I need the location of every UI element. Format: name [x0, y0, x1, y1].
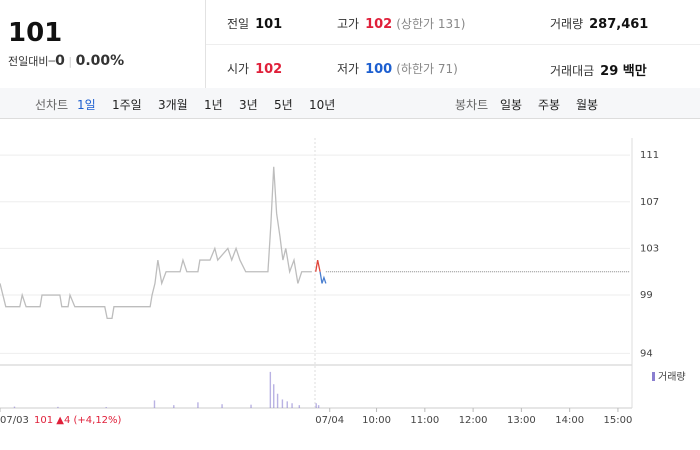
- stat-value: 102: [365, 17, 393, 32]
- stat: 거래대금 29 백만: [550, 60, 647, 79]
- stat-value: 101: [255, 17, 283, 32]
- stat-label: 고가: [337, 17, 360, 31]
- stat-label: 거래량: [550, 17, 584, 31]
- stat-label: 저가: [337, 62, 360, 76]
- volume-bar: [173, 405, 175, 408]
- stat-value: 102: [255, 62, 283, 77]
- tab[interactable]: 3년: [239, 98, 258, 112]
- volume-bar: [317, 405, 320, 408]
- change: 전일대비━0 | 0.00%: [8, 53, 125, 69]
- tab-bar: 선차트 봉차트 1일 1주일 3개월 1년 3년 5년 10년 일봉 주봉 월봉: [0, 88, 700, 119]
- tab[interactable]: 3개월: [158, 98, 188, 112]
- stat: 시가 102: [227, 60, 282, 77]
- price-box: 101 전일대비━0 | 0.00%: [0, 0, 206, 88]
- volume-bar: [298, 405, 301, 408]
- stat-note: (하한가 71): [396, 62, 458, 76]
- divider: [206, 44, 700, 45]
- annotation: 101 ▲4 (+4,12%): [34, 415, 122, 426]
- x-tick-label: 12:00: [459, 415, 488, 426]
- y-tick-label: 107: [640, 197, 659, 208]
- price-line: [315, 259, 321, 272]
- stat: 고가 102 (상한가 131): [337, 15, 465, 32]
- x-tick-label: 15:00: [604, 415, 633, 426]
- header: 101 전일대비━0 | 0.00% 전일 101 고가 102 (상한가 131) …: [0, 0, 700, 89]
- volume-bar: [57, 406, 59, 408]
- tab[interactable]: 10년: [309, 98, 336, 112]
- x-tick-label: 07/04: [315, 415, 344, 426]
- volume-bar: [281, 399, 284, 408]
- price-line: [319, 271, 327, 284]
- volume-bar: [286, 401, 288, 408]
- stat-label: 전일: [227, 17, 250, 31]
- stat-value: 287,461: [589, 17, 649, 32]
- volume-bar: [13, 406, 16, 408]
- x-tick-label: 14:00: [555, 415, 584, 426]
- volume-bar: [105, 407, 107, 408]
- tab[interactable]: 1년: [204, 98, 223, 112]
- volume-bar: [221, 404, 223, 408]
- price: 101: [8, 18, 63, 48]
- tab-group-label: 선차트: [35, 98, 69, 112]
- stat-value: 100: [365, 62, 393, 77]
- volume-bar: [197, 402, 199, 408]
- x-tick-label: 13:00: [507, 415, 536, 426]
- y-tick-label: 103: [640, 243, 659, 254]
- tab[interactable]: 5년: [274, 98, 293, 112]
- volume-bar: [276, 393, 279, 408]
- stat-value: 29 백만: [600, 64, 647, 79]
- stat-label: 시가: [227, 62, 250, 76]
- volume-bar: [315, 403, 317, 408]
- stat: 전일 101: [227, 15, 282, 32]
- x-tick-label: 07/03: [0, 415, 29, 426]
- volume-bar: [269, 371, 272, 408]
- stat: 저가 100 (하한가 71): [337, 60, 458, 77]
- x-tick-label: 11:00: [410, 415, 439, 426]
- tab-group-label: 봉차트: [455, 98, 489, 112]
- tab[interactable]: 1주일: [112, 98, 142, 112]
- change-label: 전일대비: [8, 55, 49, 68]
- stat-note: (상한가 131): [396, 17, 466, 31]
- stat-label: 거래대금: [550, 64, 595, 78]
- volume-bar: [273, 384, 275, 408]
- legend-label: 거래량: [658, 371, 686, 383]
- y-tick-label: 111: [640, 150, 659, 161]
- tab[interactable]: 월봉: [576, 98, 599, 112]
- chart: 101 ▲4 (+4,12%) 94 99 103 107 111 07/03 07/04 1…: [0, 138, 686, 426]
- price-line: [0, 166, 312, 320]
- change-pct: 0.00%: [75, 53, 125, 69]
- volume-bar: [291, 403, 293, 408]
- y-tick-label: 94: [640, 348, 653, 359]
- y-tick-label: 99: [640, 290, 653, 301]
- legend-swatch: [652, 372, 655, 381]
- volume-bar: [153, 400, 156, 408]
- tab[interactable]: 1일: [77, 98, 96, 112]
- tab[interactable]: 주봉: [538, 98, 561, 112]
- change-value: 0: [55, 53, 65, 69]
- volume-bar: [250, 404, 252, 408]
- tab[interactable]: 일봉: [500, 98, 523, 112]
- stat: 거래량 287,461: [550, 15, 648, 32]
- x-tick-label: 10:00: [362, 415, 391, 426]
